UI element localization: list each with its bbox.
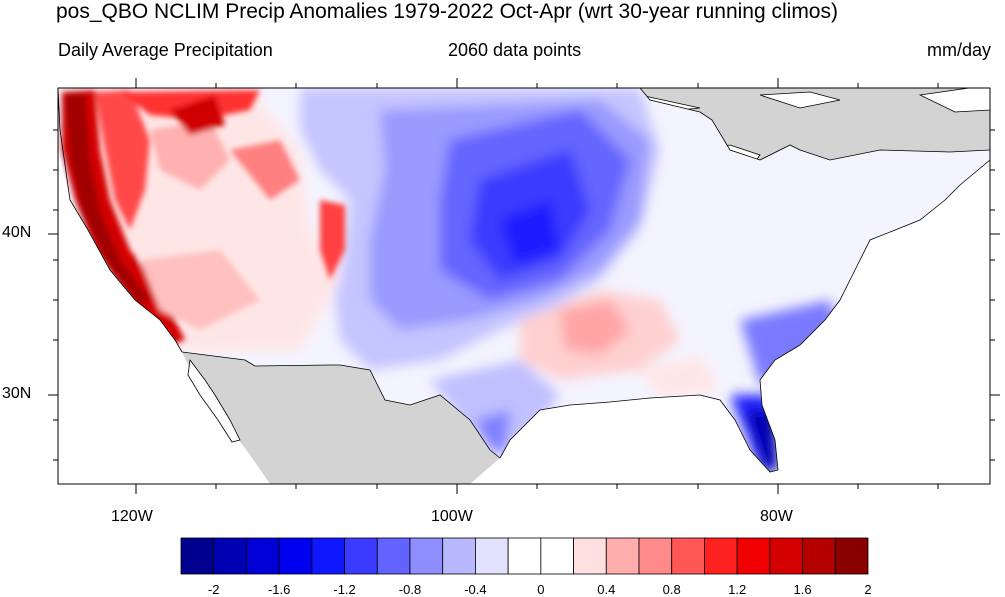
- lon-label-100w: 100W: [431, 508, 473, 525]
- subtitle-left: Daily Average Precipitation: [58, 40, 273, 60]
- north-lake: [759, 91, 841, 109]
- colorbar-swatch: [704, 537, 738, 575]
- canada-land: [58, 88, 990, 160]
- colorbar-tick-label: 0.4: [597, 582, 616, 597]
- colorbar-swatch: [213, 537, 247, 575]
- mexico-land: [182, 352, 500, 484]
- gulf-of-california: [187, 358, 241, 443]
- colorbar-swatch: [409, 537, 444, 575]
- plot-frame: [57, 87, 991, 485]
- colorbar-swatch: [475, 537, 509, 575]
- lon-label-80w: 80W: [760, 508, 793, 525]
- colorbar-swatch: [769, 537, 803, 575]
- lat-label-40n: 40N: [2, 224, 32, 241]
- colorbar-tick-label: 2: [864, 582, 872, 597]
- colorbar-tick-label: -1.2: [333, 582, 356, 597]
- colorbar-swatch: [573, 537, 607, 575]
- colorbar-tick-label: 1.2: [728, 582, 747, 597]
- colorbar-tick-label: -0.4: [464, 582, 487, 597]
- colorbar: [180, 537, 869, 575]
- colorbar-swatch: [442, 537, 476, 575]
- lon-label-120w: 120W: [111, 508, 153, 525]
- colorbar-swatch: [246, 537, 280, 575]
- colorbar-swatch: [671, 537, 705, 575]
- colorbar-swatch: [540, 537, 574, 575]
- colorbar-swatch: [311, 537, 345, 575]
- colorbar-tick-label: -0.8: [398, 582, 422, 597]
- subtitle-center: 2060 data points: [448, 40, 582, 60]
- colorbar-swatch: [507, 537, 542, 575]
- colorbar-swatch: [605, 537, 640, 575]
- colorbar-swatch: [802, 537, 836, 575]
- colorbar-swatch: [344, 537, 378, 575]
- colorbar-swatch: [376, 537, 411, 575]
- colorbar-swatch: [834, 537, 869, 575]
- colorbar-swatch: [278, 537, 313, 575]
- colorbar-swatch: [736, 537, 771, 575]
- colorbar-tick-label: -2: [207, 582, 220, 597]
- colorbar-swatch: [180, 537, 215, 575]
- colorbar-tick-label: 0.8: [662, 582, 681, 597]
- colorbar-tick-label: 0: [537, 582, 545, 597]
- axis-ticks: [48, 78, 1000, 494]
- map-title: pos_QBO NCLIM Precip Anomalies 1979-2022…: [56, 0, 838, 23]
- colorbar-tick-label: 1.6: [793, 582, 812, 597]
- subtitle-right: mm/day: [926, 40, 991, 60]
- colorbar-swatch: [638, 537, 673, 575]
- lat-label-30n: 30N: [2, 385, 32, 402]
- state-outlines: [57, 87, 991, 473]
- colorbar-tick-label: -1.6: [267, 582, 291, 597]
